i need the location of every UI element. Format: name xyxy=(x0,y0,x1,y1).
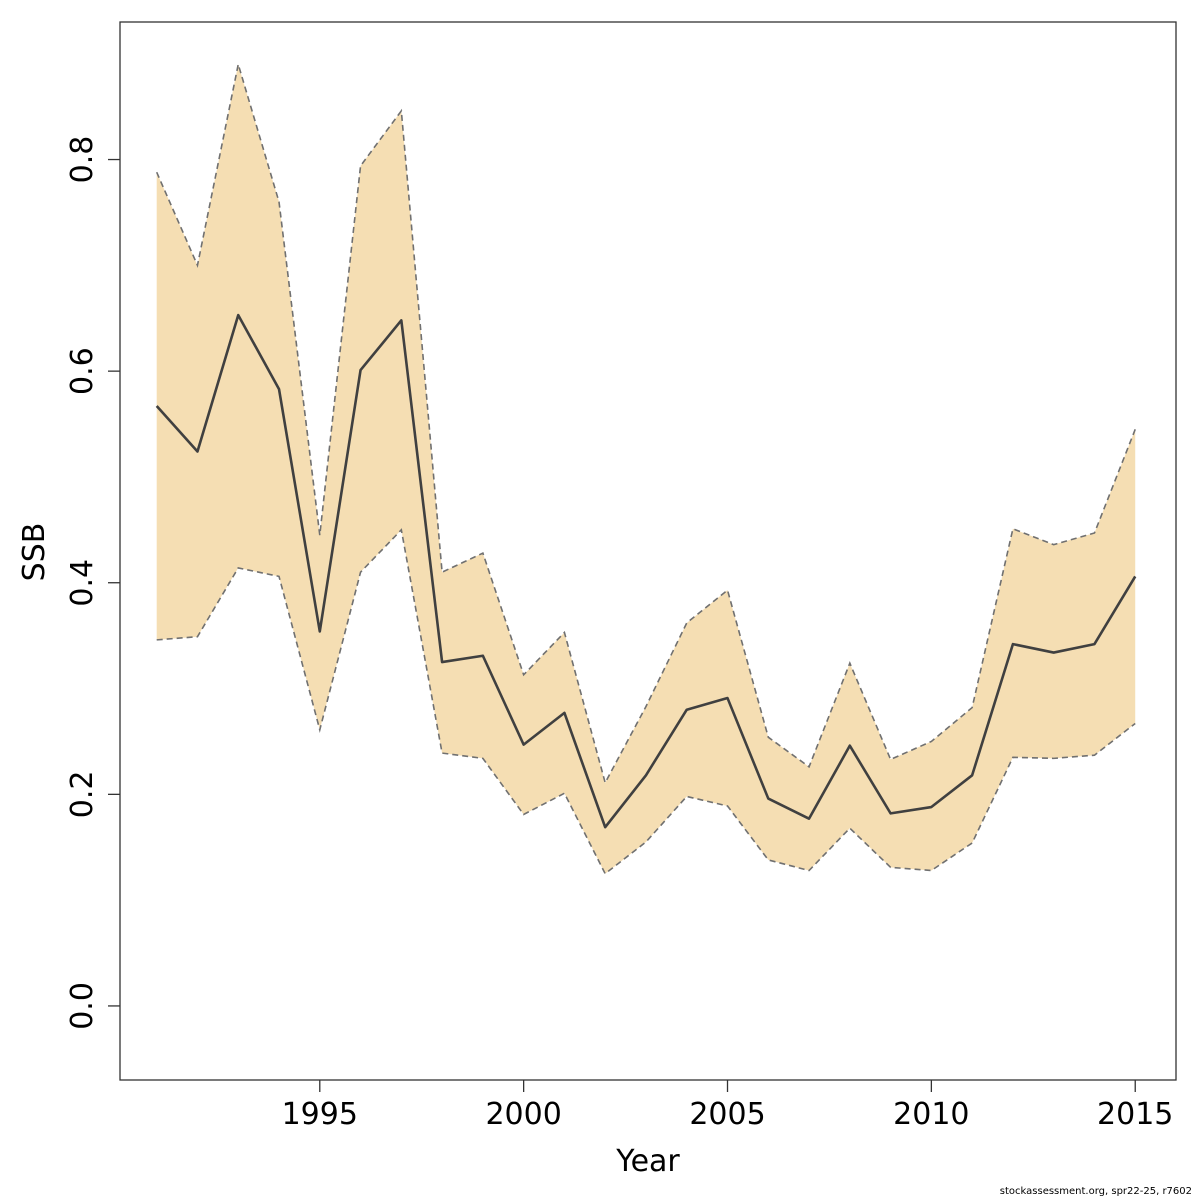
footnote: stockassessment.org, spr22-25, r7602 xyxy=(999,1186,1192,1197)
x-tick-label: 2015 xyxy=(1097,1097,1173,1132)
y-tick-label: 0.6 xyxy=(65,347,100,395)
axes: 1995 2000 2005 2010 2015 0.0 0.2 0.4 0.6 0.8 xyxy=(65,21,1177,1132)
lower-bound-line xyxy=(156,528,1136,875)
y-tick-label: 0.8 xyxy=(65,136,100,184)
y-tick-label: 0.4 xyxy=(65,559,100,607)
y-axis-label: SSB xyxy=(17,523,52,582)
plot-area xyxy=(155,64,1137,875)
x-tick-label: 2005 xyxy=(689,1097,765,1132)
upper-bound-line xyxy=(155,64,1136,785)
plot-frame xyxy=(119,21,1177,1081)
ssb-estimate-line xyxy=(155,313,1137,829)
x-axis-label: Year xyxy=(615,1144,680,1179)
y-tick-label: 0.2 xyxy=(65,770,100,818)
x-tick-label: 1995 xyxy=(282,1097,358,1132)
y-tick-label: 0.0 xyxy=(65,982,100,1030)
x-tick-label: 2000 xyxy=(485,1097,561,1132)
confidence-band xyxy=(156,64,1136,874)
x-tick-label: 2010 xyxy=(893,1097,969,1132)
